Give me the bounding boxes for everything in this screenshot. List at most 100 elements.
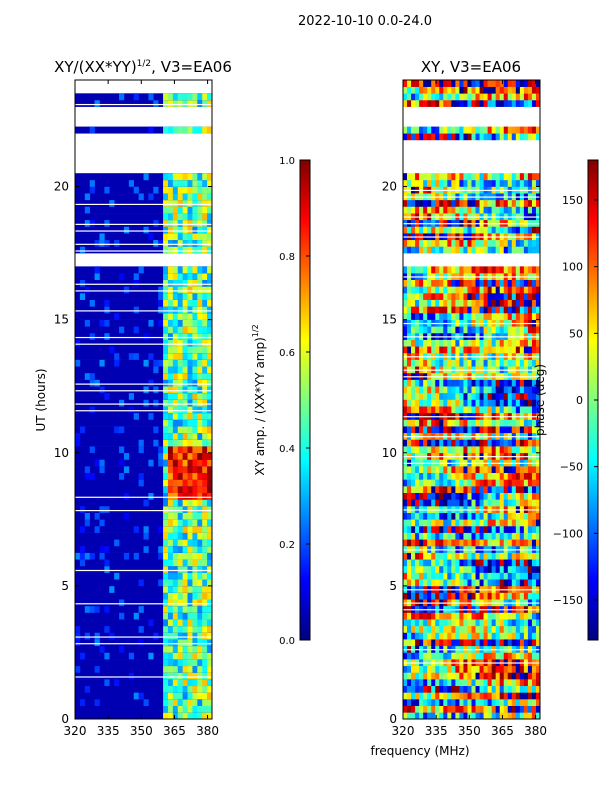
amplitude-cell — [187, 699, 193, 706]
phase-flag-line — [403, 336, 540, 338]
amplitude-cell — [182, 672, 188, 680]
phase-cell — [447, 446, 452, 454]
amplitude-cell — [197, 645, 203, 653]
amplitude-cell — [177, 459, 183, 467]
amplitude-cell — [182, 186, 188, 194]
amplitude-cell — [187, 559, 193, 567]
amplitude-cell — [187, 685, 193, 693]
amplitude-cell — [172, 439, 179, 447]
phase-cell — [535, 492, 541, 500]
amplitude-cell — [148, 619, 154, 627]
amplitude-cell — [172, 579, 179, 587]
phase-cell — [415, 406, 420, 414]
phase-cell — [415, 512, 420, 520]
amplitude-cell — [182, 432, 188, 440]
phase-cell — [491, 299, 496, 307]
phase-cell — [455, 472, 460, 480]
amplitude-cell — [119, 93, 125, 101]
phase-cell — [407, 206, 412, 214]
amplitude-cell — [177, 605, 183, 613]
phase-cell — [431, 299, 436, 307]
amplitude-cell — [172, 565, 179, 573]
amplitude-cell — [167, 352, 174, 360]
amplitude-cell — [207, 239, 213, 247]
phase-cell — [411, 479, 416, 487]
phase-cell — [479, 93, 484, 101]
phase-cell — [531, 532, 537, 540]
amplitude-cell — [167, 612, 174, 620]
amplitude-cell — [192, 412, 198, 420]
x-tick-label: 365 — [491, 724, 514, 738]
phase-cell — [459, 559, 464, 567]
phase-cell — [507, 312, 513, 320]
phase-cell — [455, 406, 460, 414]
phase-cell — [495, 486, 501, 493]
phase-cell — [419, 326, 424, 334]
phase-cell — [419, 679, 424, 687]
phase-cell — [411, 419, 416, 427]
phase-cell — [467, 399, 472, 407]
amplitude-cell — [192, 352, 198, 360]
amplitude-row — [75, 293, 212, 300]
phase-cell — [443, 619, 448, 627]
phase-cell — [535, 386, 541, 394]
phase-cell — [471, 639, 476, 647]
amplitude-cell — [172, 639, 179, 647]
phase-cell — [475, 179, 480, 187]
phase-cell — [411, 532, 416, 540]
phase-cell — [507, 399, 513, 407]
phase-cell — [491, 206, 496, 214]
phase-cell — [415, 519, 420, 527]
phase-cell — [527, 206, 533, 214]
phase-cell — [411, 652, 416, 660]
phase-cell — [503, 532, 509, 540]
phase-cell — [535, 519, 541, 527]
phase-cell — [499, 652, 505, 660]
amplitude-cell — [197, 559, 203, 567]
phase-cell — [455, 246, 460, 254]
phase-cell — [419, 99, 424, 107]
phase-cell — [427, 173, 432, 181]
phase-cell — [435, 712, 440, 720]
x-tick-label: 350 — [458, 724, 481, 738]
amplitude-cell — [192, 639, 198, 647]
phase-cell — [439, 639, 444, 647]
amplitude-cell — [172, 712, 179, 720]
amplitude-cell — [163, 639, 169, 647]
phase-cell — [455, 552, 460, 560]
phase-cell — [471, 699, 476, 706]
phase-cell — [447, 492, 452, 500]
amplitude-cell — [202, 306, 208, 314]
amplitude-cell — [182, 466, 188, 474]
phase-cell — [447, 99, 452, 107]
phase-cell — [415, 712, 420, 720]
phase-cell — [447, 632, 452, 640]
phase-cell — [447, 239, 452, 247]
amplitude-flag-line — [75, 343, 212, 345]
phase-cell — [531, 346, 537, 354]
phase-cell — [511, 399, 517, 407]
phase-cell — [515, 346, 521, 354]
phase-cell — [427, 486, 432, 493]
phase-cell — [483, 572, 488, 580]
amplitude-cell — [207, 332, 213, 340]
phase-cell — [499, 419, 505, 427]
amplitude-cell — [163, 472, 169, 480]
amplitude-cell — [197, 539, 203, 547]
phase-cell — [507, 532, 513, 540]
phase-cell — [507, 572, 513, 580]
amplitude-cell — [119, 426, 125, 434]
phase-cell — [531, 639, 537, 647]
phase-cell — [487, 99, 492, 107]
phase-cell — [531, 439, 537, 447]
phase-cell — [435, 133, 440, 141]
phase-cell — [451, 705, 456, 713]
phase-cell — [495, 572, 501, 580]
phase-cell — [451, 426, 456, 434]
amplitude-cell — [133, 692, 139, 700]
phase-cell — [411, 685, 416, 693]
phase-cell — [483, 512, 488, 520]
phase-cell — [443, 379, 448, 387]
phase-cell — [483, 93, 488, 101]
phase-cell — [455, 226, 460, 234]
